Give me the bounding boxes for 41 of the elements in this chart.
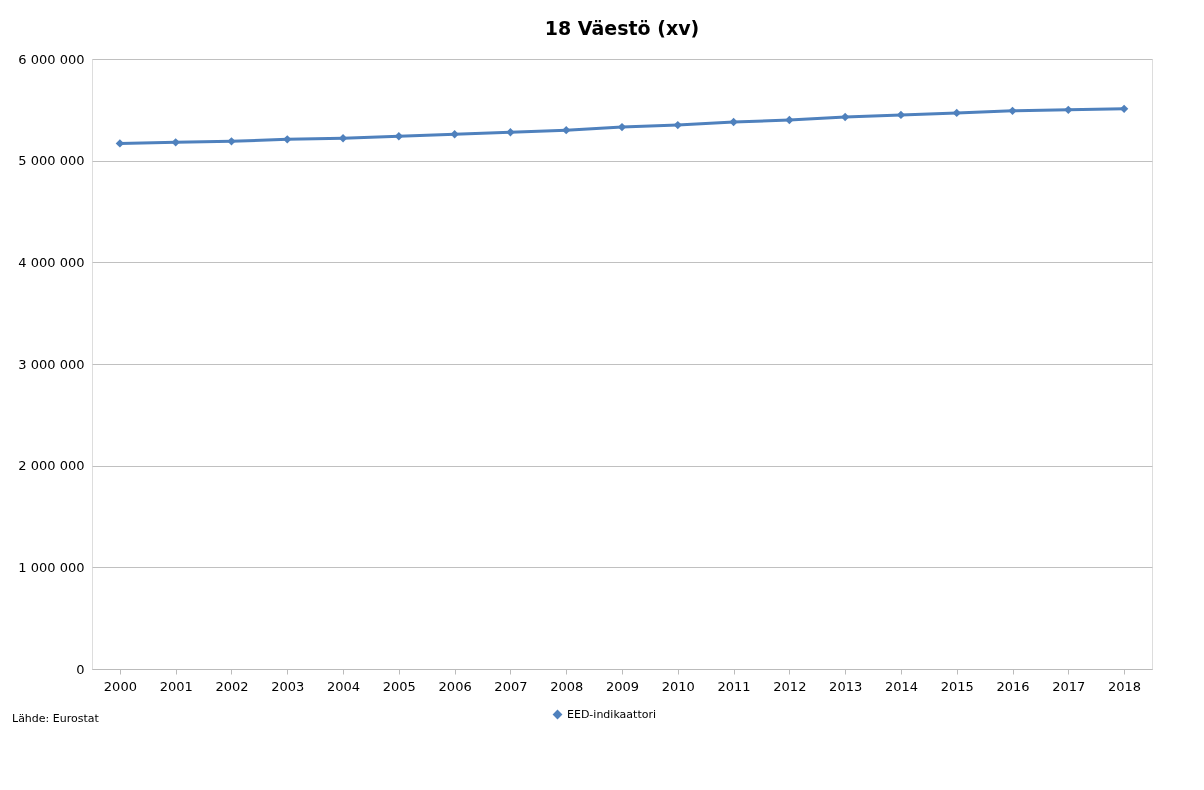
- y-tick-label: 0: [76, 661, 85, 677]
- chart-title: 18 Väestö (xv): [544, 17, 700, 39]
- x-tick-label: 2003: [271, 678, 305, 694]
- point: [673, 120, 682, 130]
- x-tick-label: 2001: [159, 678, 193, 694]
- x-tick-label: 2009: [605, 678, 640, 694]
- point: [952, 108, 961, 118]
- x-tick-label: 2013: [829, 678, 863, 694]
- x-tick-label: 2010: [661, 678, 695, 694]
- x-tick-label: 2016: [996, 678, 1030, 694]
- point: [562, 125, 571, 135]
- x-tick-label: 2002: [215, 678, 249, 694]
- x-tick-label: 2004: [327, 678, 361, 694]
- point: [450, 130, 459, 139]
- point: [506, 128, 515, 137]
- y-tick-label: 4 000 000: [18, 254, 85, 270]
- x-tick-label: 2000: [103, 678, 137, 694]
- text: Lähde: Eurostat: [12, 712, 100, 725]
- x-tick-label: 2014: [884, 678, 918, 694]
- point: [1008, 106, 1017, 116]
- legend-label: EED-indikaattori: [567, 707, 656, 721]
- y-tick-label: 3 000 000: [18, 356, 85, 372]
- point: [227, 137, 236, 146]
- point: [785, 115, 794, 125]
- x-tick-label: 2007: [494, 678, 528, 694]
- y-tick-label: 2 000 000: [18, 458, 85, 474]
- x-tick-label: 2011: [717, 678, 751, 694]
- point: [1064, 105, 1073, 115]
- x-tick-label: 2008: [550, 678, 584, 694]
- x-tick-label: 2006: [438, 678, 472, 694]
- point: [729, 117, 738, 127]
- point: [171, 138, 180, 147]
- y-tick-label: 1 000 000: [18, 559, 85, 575]
- x-tick-label: 2015: [940, 678, 974, 694]
- x-tick-label: 2012: [773, 678, 807, 694]
- x-tick-label: 2017: [1052, 678, 1086, 694]
- point: [283, 135, 292, 144]
- x-tick-label: 2018: [1108, 678, 1142, 694]
- x-tick-label: 2005: [382, 678, 416, 694]
- y-tick-label: 5 000 000: [18, 153, 85, 169]
- y-tick-label: 6 000 000: [18, 51, 85, 67]
